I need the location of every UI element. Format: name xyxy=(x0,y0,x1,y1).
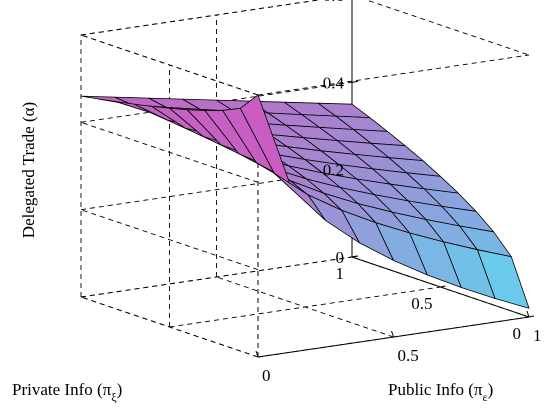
z-tick-label-2: 0.4 xyxy=(323,73,345,92)
x-tick-label-1: 0.5 xyxy=(411,294,432,313)
y-tick-label-2: 1 xyxy=(533,326,542,345)
y-tick-label-1: 0.5 xyxy=(398,346,419,365)
y-tick-mark-1 xyxy=(391,330,394,338)
box-top-left xyxy=(365,0,530,56)
x-axis-label: Private Info (πξ) xyxy=(12,380,122,404)
z-tick-label-0: 0 xyxy=(336,248,345,267)
z-axis-label: Delegated Trade (α) xyxy=(19,102,38,238)
box-top-right xyxy=(80,34,259,96)
x-tick-label-2: 0 xyxy=(513,324,522,343)
z-tick-mark-2 xyxy=(351,80,359,83)
y-tick-label-0: 0 xyxy=(262,366,271,385)
surface-patch-0-7 xyxy=(476,249,530,309)
x-tick-mark-1 xyxy=(440,285,446,288)
z-tick-label-1: 0.2 xyxy=(323,161,344,180)
tick-labels: 0 0.2 0.4 0.6 1 0.5 0 0 0.5 1 xyxy=(262,0,542,385)
x-tick-label-0: 1 xyxy=(336,264,345,283)
grid-line-floor-v-0 xyxy=(80,296,259,358)
y-tick-mark-2 xyxy=(526,310,530,318)
box-top-front xyxy=(257,54,530,96)
y-tick-mark-0 xyxy=(255,350,259,358)
box-top-back xyxy=(80,0,322,36)
x-tick-mark-2 xyxy=(528,315,535,318)
z-tick-label-3: 0.6 xyxy=(323,0,344,5)
grid-line-right-z-1 xyxy=(80,209,259,271)
grid-line-floor-u-2 xyxy=(80,256,353,298)
surface xyxy=(80,94,530,309)
grid-line-floor-v-1 xyxy=(216,276,394,338)
x-tick-mark-0 xyxy=(351,255,358,258)
y-axis-label: Public Info (πε) xyxy=(388,380,493,404)
